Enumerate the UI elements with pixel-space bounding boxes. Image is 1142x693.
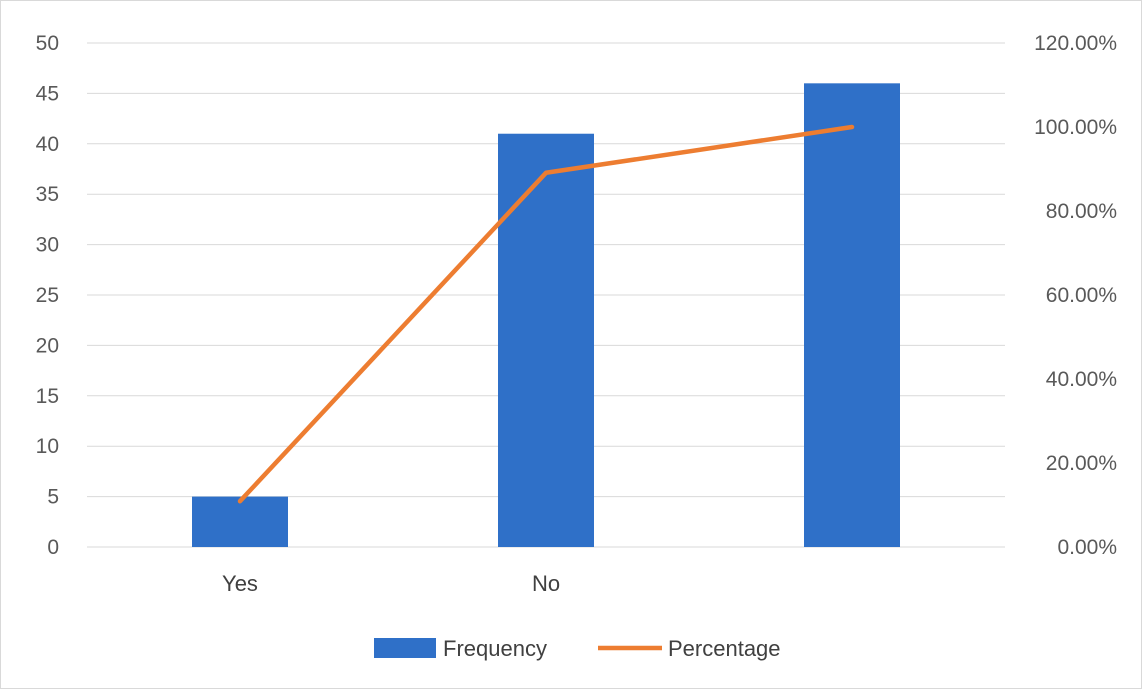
bar-series-frequency bbox=[192, 83, 900, 547]
bar bbox=[192, 496, 288, 547]
left-tick-label: 50 bbox=[36, 32, 59, 55]
right-tick-label: 40.00% bbox=[1046, 368, 1117, 391]
left-tick-label: 10 bbox=[36, 435, 59, 458]
legend-swatch-frequency bbox=[374, 638, 436, 658]
left-tick-label: 0 bbox=[47, 536, 59, 559]
left-tick-label: 35 bbox=[36, 183, 59, 206]
line-point bbox=[545, 171, 547, 174]
left-tick-label: 20 bbox=[36, 334, 59, 357]
right-tick-label: 100.00% bbox=[1034, 116, 1117, 139]
left-tick-label: 15 bbox=[36, 385, 59, 408]
right-tick-label: 20.00% bbox=[1046, 452, 1117, 475]
right-axis-ticks: 0.00% 20.00% 40.00% 60.00% 80.00% 100.00% 120.… bbox=[1034, 32, 1117, 559]
left-axis-ticks: 0 5 10 15 20 25 30 35 40 45 50 bbox=[36, 32, 59, 559]
left-tick-label: 25 bbox=[36, 284, 59, 307]
right-tick-label: 60.00% bbox=[1046, 284, 1117, 307]
right-tick-label: 80.00% bbox=[1046, 200, 1117, 223]
line-point bbox=[239, 500, 241, 503]
legend: Frequency Percentage bbox=[374, 636, 781, 661]
left-tick-label: 5 bbox=[47, 486, 59, 509]
left-tick-label: 40 bbox=[36, 133, 59, 156]
left-tick-label: 30 bbox=[36, 234, 59, 257]
category-labels: Yes No bbox=[222, 571, 560, 596]
bar bbox=[804, 83, 900, 547]
bar bbox=[498, 133, 594, 547]
legend-label-frequency: Frequency bbox=[443, 636, 547, 661]
category-label: No bbox=[532, 571, 560, 596]
line-series-percentage bbox=[237, 124, 855, 504]
right-tick-label: 120.00% bbox=[1034, 32, 1117, 55]
legend-label-percentage: Percentage bbox=[668, 636, 781, 661]
category-label: Yes bbox=[222, 571, 258, 596]
left-tick-label: 45 bbox=[36, 82, 59, 105]
right-tick-label: 0.00% bbox=[1057, 536, 1117, 559]
line-point bbox=[851, 126, 853, 128]
